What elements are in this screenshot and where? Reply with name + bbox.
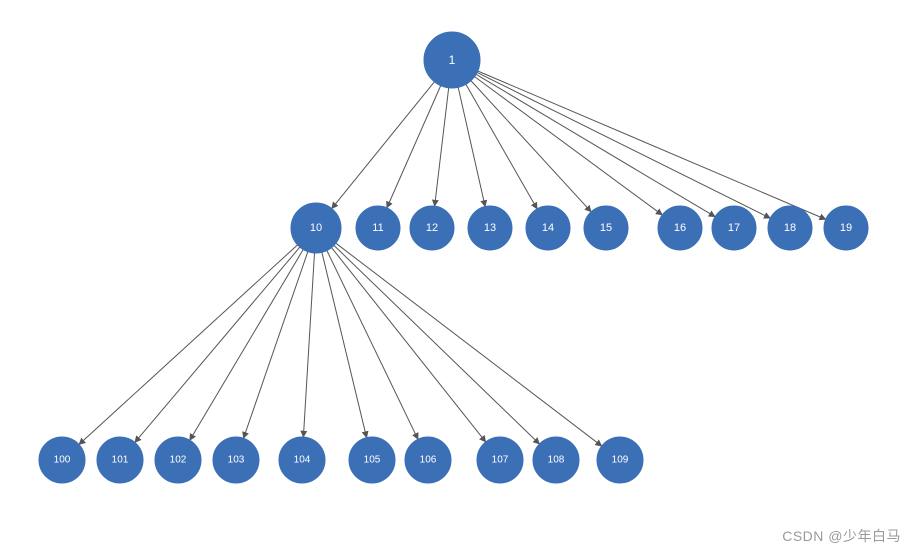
tree-node: 11 [356, 206, 400, 250]
tree-node: 10 [291, 203, 341, 253]
tree-node: 14 [526, 206, 570, 250]
tree-node-label: 10 [310, 222, 322, 234]
tree-node-label: 108 [548, 455, 565, 466]
tree-node: 13 [468, 206, 512, 250]
tree-node: 107 [477, 437, 523, 483]
tree-node: 19 [824, 206, 868, 250]
tree-edge [135, 247, 300, 442]
tree-node-label: 104 [294, 455, 311, 466]
tree-node-label: 101 [112, 455, 129, 466]
tree-node-label: 109 [612, 455, 629, 466]
tree-edge [332, 82, 435, 209]
tree-node-label: 19 [840, 222, 852, 234]
tree-node-label: 105 [364, 455, 381, 466]
tree-edge [190, 249, 303, 440]
tree-node: 100 [39, 437, 85, 483]
tree-edge [458, 87, 485, 206]
tree-edge [336, 243, 602, 446]
tree-node: 12 [410, 206, 454, 250]
tree-edge [475, 77, 663, 215]
tree-node-label: 18 [784, 222, 796, 234]
tree-node-label: 12 [426, 222, 438, 234]
tree-edge [334, 245, 539, 444]
tree-diagram: 1 10 11 12 13 14 15 16 17 18 19 100 101 102 103 104 105 1… [0, 0, 913, 554]
tree-node: 103 [213, 437, 259, 483]
tree-node-label: 16 [674, 222, 686, 234]
tree-node: 109 [597, 437, 643, 483]
tree-node-label: 11 [372, 222, 383, 234]
tree-node: 17 [712, 206, 756, 250]
tree-node-label: 15 [600, 222, 612, 234]
tree-edge [327, 251, 418, 440]
tree-node: 105 [349, 437, 395, 483]
tree-node: 108 [533, 437, 579, 483]
tree-node: 1 [424, 32, 480, 88]
tree-edge [387, 86, 441, 208]
tree-edge [244, 252, 308, 439]
tree-node-label: 14 [542, 222, 554, 234]
tree-node: 102 [155, 437, 201, 483]
tree-edge [476, 74, 715, 216]
tree-edge [332, 248, 486, 442]
watermark-text: CSDN @少年白马 [782, 526, 901, 546]
tree-edge [466, 84, 537, 209]
tree-edge [477, 72, 770, 218]
tree-edge [303, 253, 314, 437]
tree-node-label: 107 [492, 455, 509, 466]
tree-node: 18 [768, 206, 812, 250]
tree-node-label: 106 [420, 455, 437, 466]
tree-node-label: 103 [228, 455, 245, 466]
tree-node-label: 100 [54, 455, 71, 466]
tree-node-label: 13 [484, 222, 496, 234]
tree-node-label: 1 [449, 53, 456, 67]
tree-node: 106 [405, 437, 451, 483]
tree-node-label: 102 [170, 455, 187, 466]
tree-node: 16 [658, 206, 702, 250]
tree-edge [471, 81, 591, 212]
tree-node-label: 17 [728, 222, 740, 234]
tree-edge [435, 88, 449, 206]
nodes-group: 1 10 11 12 13 14 15 16 17 18 19 100 101 102 103 104 105 1… [39, 32, 868, 483]
tree-node: 15 [584, 206, 628, 250]
tree-edge [322, 252, 367, 437]
tree-node: 101 [97, 437, 143, 483]
edges-group [79, 71, 826, 446]
tree-edge [79, 245, 298, 445]
tree-node: 104 [279, 437, 325, 483]
